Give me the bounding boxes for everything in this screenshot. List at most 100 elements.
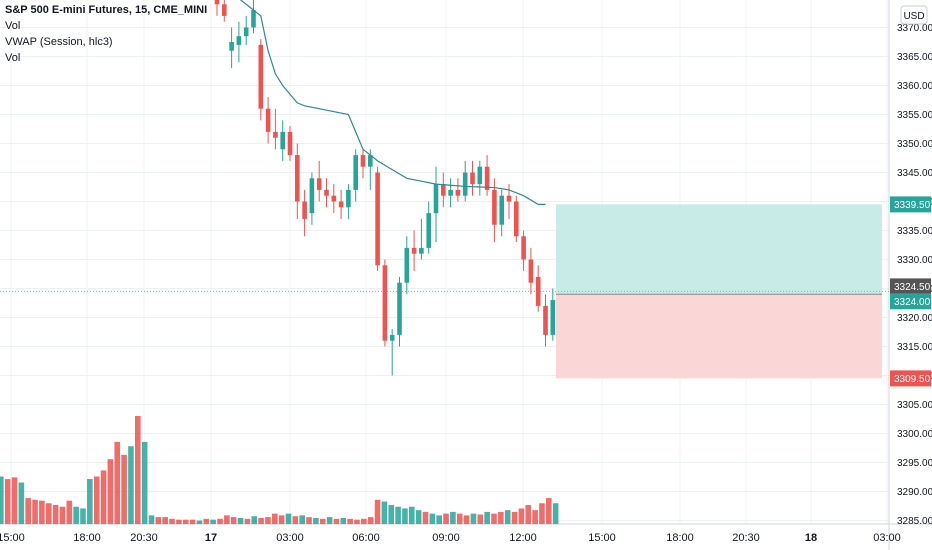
volume-bar — [93, 476, 100, 524]
volume-bar — [436, 515, 442, 524]
price-tag-current — [890, 278, 931, 295]
volume-bar — [409, 506, 415, 524]
volume-bar — [141, 441, 148, 524]
volume-bar — [148, 515, 155, 524]
price-tick-label: 3370.00 — [897, 23, 932, 34]
volume-bar — [100, 470, 107, 524]
candle-body — [411, 247, 417, 254]
price-labels: 3339.50 3324.50 3324.00 3309.50 — [890, 196, 931, 387]
time-tick-label: 17 — [205, 532, 217, 544]
volume-bar — [59, 506, 66, 524]
volume-bar — [292, 516, 299, 524]
candle-body — [448, 189, 453, 196]
candle-body — [426, 213, 431, 248]
volume-bar — [354, 519, 360, 524]
price-axis[interactable]: 3370.00 3365.00 3360.00 3355.00 3350.00 3345.… — [897, 23, 932, 527]
time-axis[interactable]: 15:00 18:00 20:30 17 03:00 06:00 09:00 12:00 15:… — [0, 532, 901, 544]
volume-bar — [66, 500, 73, 524]
target-zone — [556, 204, 882, 295]
vwap-line-path — [239, 0, 546, 205]
volume-bar — [340, 517, 347, 524]
price-tick-label: 3360.00 — [897, 81, 932, 92]
price-tick-label: 3335.00 — [897, 226, 932, 237]
stop-zone — [556, 294, 882, 379]
volume-bar — [402, 508, 408, 524]
candle-body — [368, 155, 373, 167]
volume-bar — [25, 498, 31, 524]
legend-vwap: VWAP (Session, hlc3) — [5, 36, 113, 48]
volume-bar — [388, 504, 395, 524]
volume-bar — [470, 513, 477, 524]
time-tick-label: 12:00 — [509, 532, 537, 544]
candle-body — [316, 178, 322, 190]
time-tick-label: 20:30 — [732, 532, 760, 544]
candle-body — [324, 189, 329, 196]
volume-bar — [491, 513, 497, 524]
price-tag-text-stop: 3309.50 — [894, 374, 931, 385]
candle-body — [514, 201, 519, 237]
volume-bar — [0, 476, 4, 524]
candle-body — [229, 42, 234, 51]
volume-bar — [203, 518, 210, 524]
volume-bar — [87, 479, 93, 524]
candle-body — [470, 172, 475, 185]
candle-body — [499, 195, 504, 225]
price-tick-label: 3365.00 — [897, 52, 932, 63]
candle-body — [236, 36, 242, 45]
volume-bar — [429, 513, 436, 524]
time-tick-label: 18:00 — [73, 532, 101, 544]
time-tick-label: 18 — [805, 532, 817, 544]
candle-body — [302, 201, 307, 219]
price-tag-text-entry: 3324.00 — [894, 297, 931, 308]
candle-body — [222, 4, 227, 16]
time-tick-label: 03:00 — [873, 532, 901, 544]
volume-bar — [422, 511, 429, 524]
candle-body — [331, 195, 337, 202]
price-tag-entry — [890, 293, 931, 310]
volume-bar — [135, 416, 141, 524]
time-tick-label: 15:00 — [0, 532, 25, 544]
volume-bar — [450, 511, 456, 524]
price-tick-label: 3345.00 — [897, 168, 932, 179]
price-tick-label: 3315.00 — [897, 342, 932, 353]
volume-bar — [272, 513, 278, 524]
currency-button-box[interactable] — [900, 5, 928, 25]
volume-bar — [244, 518, 251, 524]
legend-volume: Vol — [5, 20, 21, 32]
volume-bar — [189, 519, 196, 524]
volume-bar — [511, 511, 518, 524]
price-tick-label: 3285.00 — [897, 516, 932, 527]
candle-body — [295, 155, 300, 202]
volume-bar — [381, 501, 388, 524]
time-tick-label: 03:00 — [276, 532, 304, 544]
currency-button[interactable]: USD — [900, 5, 928, 25]
candle-body — [360, 155, 366, 167]
volume-bar — [518, 508, 525, 524]
price-tick-label: 3350.00 — [897, 139, 932, 150]
volume-bar — [313, 517, 319, 524]
volume-bar — [484, 511, 490, 524]
volume-bar — [169, 518, 175, 524]
candle-body — [214, 0, 220, 5]
candle-body — [492, 189, 497, 225]
volume-bar — [230, 517, 237, 524]
candle-body — [543, 305, 548, 335]
candle-body — [389, 334, 395, 341]
volume-bar — [11, 477, 18, 524]
position-zones[interactable] — [0, 204, 889, 379]
candle-body — [441, 184, 446, 196]
volume-bar — [237, 517, 244, 524]
volume-bar — [73, 506, 79, 524]
volume-bar — [176, 519, 182, 524]
volume-bar — [415, 510, 422, 524]
price-tick-label: 3300.00 — [897, 429, 932, 440]
candle-body — [243, 27, 249, 37]
candle-body — [346, 189, 351, 208]
volume-bar — [443, 513, 449, 524]
price-tick-label: 3290.00 — [897, 487, 932, 498]
volume-bar — [18, 482, 25, 524]
candle-body — [309, 178, 315, 214]
currency-button-label[interactable]: USD — [903, 11, 924, 22]
candle-body — [280, 131, 285, 150]
